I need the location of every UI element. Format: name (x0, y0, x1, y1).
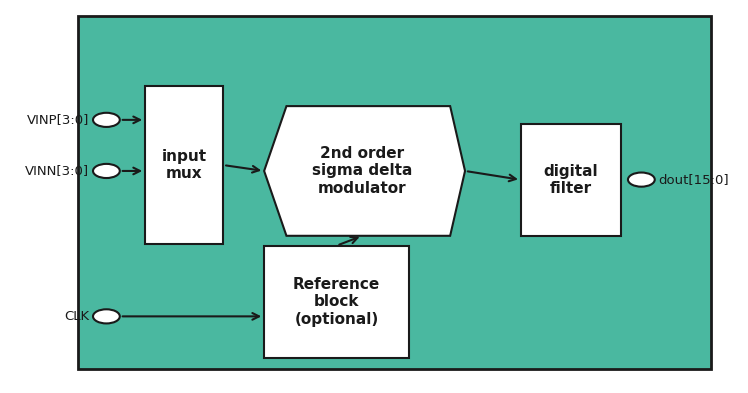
Text: 2nd order
sigma delta
modulator: 2nd order sigma delta modulator (312, 146, 413, 196)
Bar (264, 246, 409, 358)
Circle shape (93, 309, 120, 323)
Bar (145, 86, 223, 244)
Circle shape (628, 173, 654, 187)
Circle shape (93, 113, 120, 127)
Bar (521, 124, 622, 236)
Text: VINN[3:0]: VINN[3:0] (25, 164, 89, 178)
Polygon shape (264, 106, 465, 236)
Text: CLK: CLK (64, 310, 89, 323)
Circle shape (93, 164, 120, 178)
Bar (78, 16, 711, 369)
Text: Reference
block
(optional): Reference block (optional) (293, 277, 380, 327)
Text: digital
filter: digital filter (544, 163, 598, 196)
Text: VINP[3:0]: VINP[3:0] (27, 113, 89, 127)
Text: input
mux: input mux (162, 149, 206, 181)
Text: dout[15:0]: dout[15:0] (658, 173, 729, 186)
